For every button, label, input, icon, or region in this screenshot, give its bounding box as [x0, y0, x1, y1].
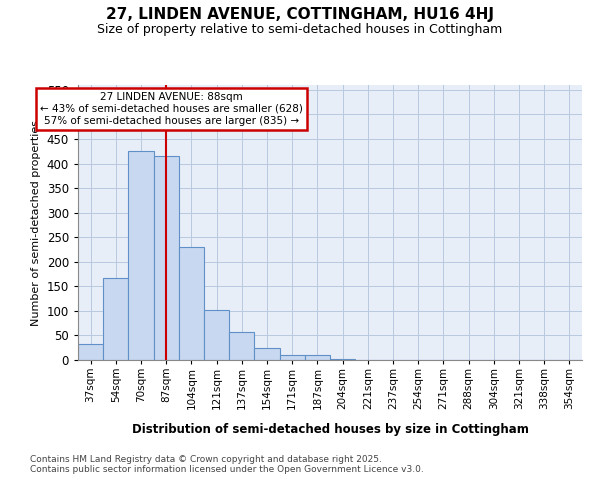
- Bar: [78, 344, 103, 360]
- Text: Distribution of semi-detached houses by size in Cottingham: Distribution of semi-detached houses by …: [131, 422, 529, 436]
- Bar: [280, 355, 305, 360]
- Text: Contains HM Land Registry data © Crown copyright and database right 2025.
Contai: Contains HM Land Registry data © Crown c…: [30, 455, 424, 474]
- Y-axis label: Number of semi-detached properties: Number of semi-detached properties: [31, 120, 41, 326]
- Bar: [179, 247, 204, 360]
- Bar: [204, 310, 229, 360]
- Bar: [128, 152, 154, 360]
- Bar: [154, 156, 179, 360]
- Bar: [305, 355, 330, 360]
- Text: 27 LINDEN AVENUE: 88sqm
← 43% of semi-detached houses are smaller (628)
57% of s: 27 LINDEN AVENUE: 88sqm ← 43% of semi-de…: [40, 92, 302, 126]
- Bar: [103, 278, 128, 360]
- Text: 27, LINDEN AVENUE, COTTINGHAM, HU16 4HJ: 27, LINDEN AVENUE, COTTINGHAM, HU16 4HJ: [106, 8, 494, 22]
- Bar: [254, 348, 280, 360]
- Bar: [229, 332, 254, 360]
- Text: Size of property relative to semi-detached houses in Cottingham: Size of property relative to semi-detach…: [97, 22, 503, 36]
- Bar: [330, 358, 355, 360]
